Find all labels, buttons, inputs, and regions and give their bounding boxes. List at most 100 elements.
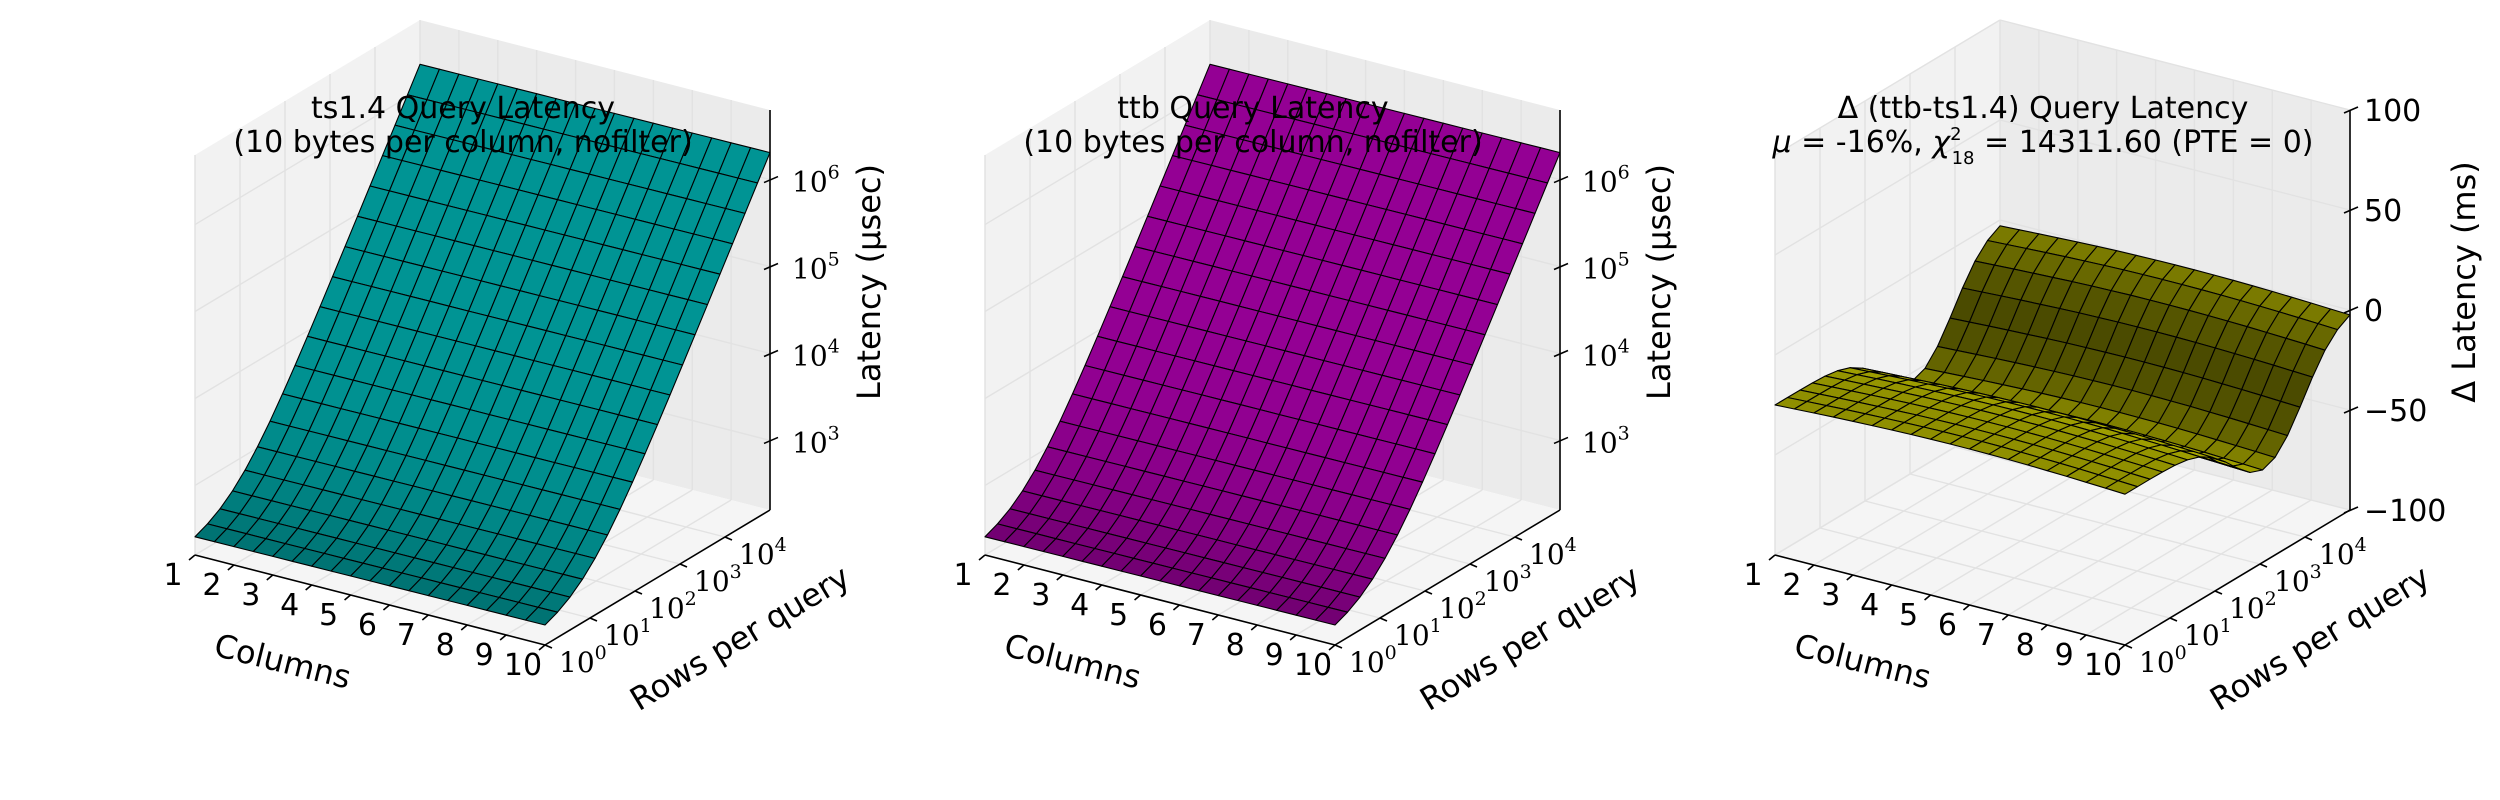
y-tick-label: 103 <box>2274 561 2322 598</box>
floor-gridline <box>1819 527 2171 619</box>
x-tick-label: 8 <box>1226 628 1245 663</box>
y-tick <box>1469 563 1478 568</box>
y-tick-label: 101 <box>604 615 652 652</box>
floor-gridline <box>1909 473 2261 565</box>
y-tick-label: 102 <box>1439 588 1487 625</box>
z-tick-label: 104 <box>1582 335 1630 372</box>
z-tick <box>2343 306 2359 314</box>
x-axis-label: Columns <box>211 626 355 697</box>
x-tick <box>1289 634 1297 641</box>
wall-gridline <box>1999 119 2351 211</box>
wall-gridline <box>1774 19 2001 156</box>
chart-title: ttb Query Latency <box>1117 91 1388 126</box>
wall-gridline <box>194 88 421 226</box>
y-tick-label: 102 <box>649 588 697 625</box>
x-tick <box>2118 644 2126 651</box>
y-tick <box>724 536 733 541</box>
y-tick-label: 101 <box>1394 615 1442 652</box>
z-tick-label: 106 <box>1582 162 1630 199</box>
y-tick <box>1379 617 1388 622</box>
chart-panel-2: 1 2 3 4 5 6 7 8 9 10 100101102103104103104105106Co… <box>953 20 1678 719</box>
x-tick-label: 1 <box>163 558 182 593</box>
y-axis-line <box>544 509 771 646</box>
wall-gridline <box>984 88 1211 226</box>
x-tick <box>421 614 429 621</box>
y-tick <box>2259 563 2268 568</box>
x-tick-label: 1 <box>953 558 972 593</box>
x-tick <box>1172 604 1180 611</box>
z-tick <box>763 436 779 445</box>
floor-gridline <box>2007 479 2234 616</box>
z-axis-label: Latency (μsec) <box>850 164 888 400</box>
x-tick-label: 4 <box>280 588 299 623</box>
y-tick <box>2304 536 2313 541</box>
z-axis-label: Δ Latency (ms) <box>2445 161 2483 403</box>
x-tick-label: 4 <box>1860 588 1879 623</box>
z-tick-label: −100 <box>2364 494 2446 529</box>
x-tick-label: 9 <box>1265 638 1284 673</box>
z-tick-label: −50 <box>2364 394 2427 429</box>
x-tick <box>382 604 390 611</box>
y-tick <box>2214 590 2223 595</box>
z-tick-label: 103 <box>792 422 840 459</box>
x-tick-label: 4 <box>1070 588 1089 623</box>
x-axis-line <box>194 554 546 646</box>
y-tick-label: 103 <box>694 561 742 598</box>
y-tick <box>634 590 643 595</box>
x-axis-label: Columns <box>1001 626 1145 697</box>
x-axis-label: Columns <box>1791 626 1935 697</box>
z-tick <box>2343 506 2359 514</box>
x-tick-label: 2 <box>202 568 221 603</box>
chart-subtitle: (10 bytes per column, nofilter) <box>233 125 692 160</box>
x-tick-label: 9 <box>2055 638 2074 673</box>
x-axis-line <box>1774 554 2126 646</box>
z-tick <box>763 349 779 358</box>
y-tick <box>1334 644 1343 649</box>
x-tick-label: 10 <box>2084 648 2122 683</box>
x-tick-label: 10 <box>504 648 542 683</box>
x-tick-label: 5 <box>1899 598 1918 633</box>
y-tick <box>589 617 598 622</box>
surface <box>1774 225 2351 495</box>
y-tick-label: 100 <box>559 642 607 679</box>
z-tick-label: 106 <box>792 162 840 199</box>
y-tick <box>679 563 688 568</box>
z-tick-label: 100 <box>2364 94 2421 129</box>
z-tick-label: 104 <box>792 335 840 372</box>
y-tick-label: 101 <box>2184 615 2232 652</box>
y-tick-label: 102 <box>2229 588 2277 625</box>
x-tick <box>1056 574 1064 581</box>
y-tick <box>1424 590 1433 595</box>
z-tick <box>1553 436 1569 445</box>
x-tick <box>1768 554 1776 561</box>
x-tick-label: 8 <box>2016 628 2035 663</box>
y-axis-line <box>1334 509 1561 646</box>
wall-gridline <box>1774 119 2001 256</box>
z-tick-label: 105 <box>1582 249 1630 286</box>
x-tick-label: 7 <box>1977 618 1996 653</box>
wall-gridline <box>1774 219 2001 356</box>
z-tick <box>763 175 779 184</box>
z-tick <box>2343 406 2359 414</box>
x-tick <box>305 584 313 591</box>
chart-panel-1: 1 2 3 4 5 6 7 8 9 10 100101102103104103104105106Co… <box>163 20 888 719</box>
y-tick-label: 104 <box>2319 534 2367 571</box>
x-tick <box>266 574 274 581</box>
x-tick-label: 6 <box>1938 608 1957 643</box>
x-tick-label: 7 <box>1187 618 1206 653</box>
x-tick <box>2040 624 2048 631</box>
x-tick <box>188 554 196 561</box>
chart-title: Δ (ttb-ts1.4) Query Latency <box>1838 91 2249 126</box>
x-tick-label: 2 <box>1782 568 1801 603</box>
y-tick-label: 100 <box>2139 642 2187 679</box>
z-tick <box>2343 206 2359 214</box>
x-tick <box>1328 644 1336 651</box>
x-tick-label: 7 <box>397 618 416 653</box>
x-tick <box>1134 594 1142 601</box>
x-tick-label: 1 <box>1743 558 1762 593</box>
x-tick <box>1017 564 1025 571</box>
x-tick <box>538 644 546 651</box>
x-tick <box>1846 574 1854 581</box>
x-tick <box>460 624 468 631</box>
y-tick <box>2169 617 2178 622</box>
